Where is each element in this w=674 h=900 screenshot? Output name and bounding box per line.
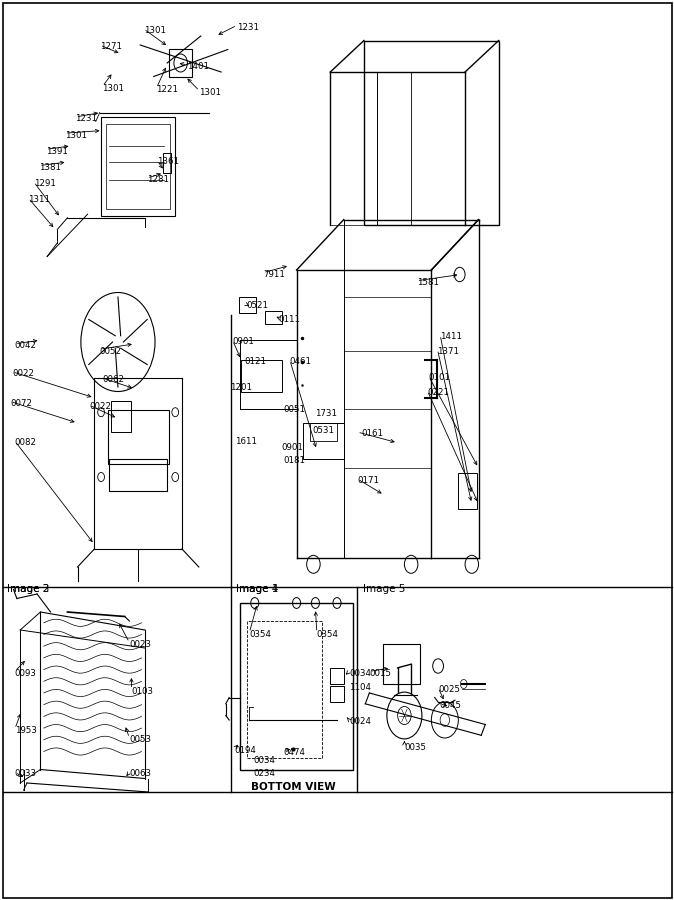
Text: 1231: 1231: [237, 22, 259, 32]
Text: 1311: 1311: [28, 195, 51, 204]
Text: 0072: 0072: [10, 399, 32, 408]
Text: 0042: 0042: [15, 341, 37, 350]
Text: 0181: 0181: [283, 456, 305, 465]
Bar: [247, 621, 322, 758]
Text: 1381: 1381: [39, 163, 61, 172]
Bar: [330, 668, 344, 684]
Text: Image 2: Image 2: [7, 584, 49, 595]
Bar: [383, 644, 420, 684]
Text: 1611: 1611: [235, 436, 257, 446]
Text: 0521: 0521: [246, 302, 268, 310]
Text: 0045: 0045: [439, 701, 462, 710]
Text: Image 5: Image 5: [363, 584, 405, 595]
Text: 1231: 1231: [75, 114, 98, 123]
Text: 0033: 0033: [15, 770, 37, 778]
Text: 0082: 0082: [15, 438, 37, 447]
Bar: [101, 117, 175, 216]
Text: 0035: 0035: [404, 742, 427, 752]
Text: 0901: 0901: [282, 443, 303, 452]
Text: 1301: 1301: [102, 84, 125, 93]
Text: 1221: 1221: [156, 86, 179, 94]
Bar: [108, 410, 168, 464]
Text: 0093: 0093: [15, 669, 36, 678]
Text: 0022: 0022: [89, 402, 111, 411]
Text: 1104: 1104: [349, 683, 371, 692]
Text: 0025: 0025: [438, 685, 460, 694]
Text: 0121: 0121: [245, 357, 267, 366]
Text: 0461: 0461: [290, 357, 312, 366]
Text: 0531: 0531: [312, 426, 334, 435]
Text: 0063: 0063: [129, 770, 152, 778]
Text: 0221: 0221: [427, 388, 450, 397]
Text: 1371: 1371: [437, 346, 460, 356]
Text: 0354: 0354: [317, 630, 339, 639]
Text: Image 1: Image 1: [236, 584, 278, 595]
Text: 1291: 1291: [34, 179, 55, 188]
Text: 0901: 0901: [233, 338, 254, 346]
Text: Image 4: Image 4: [236, 584, 278, 595]
Text: 0034: 0034: [253, 756, 276, 765]
Text: 1731: 1731: [315, 410, 337, 418]
Text: 1201: 1201: [231, 382, 253, 392]
Bar: [109, 459, 167, 490]
Bar: [310, 423, 337, 441]
Text: Image 3: Image 3: [7, 584, 49, 595]
Text: 0015: 0015: [369, 669, 392, 678]
Bar: [303, 423, 344, 459]
Text: 1301: 1301: [200, 88, 222, 97]
Text: 1401: 1401: [187, 62, 210, 71]
Bar: [364, 40, 499, 225]
Bar: [241, 360, 282, 392]
Text: 0101: 0101: [429, 374, 451, 382]
Bar: [330, 686, 344, 702]
Text: 0354: 0354: [249, 630, 272, 639]
Text: 1411: 1411: [440, 332, 462, 341]
Bar: [239, 297, 256, 313]
Bar: [163, 153, 171, 173]
Text: 0474: 0474: [283, 748, 305, 757]
Text: 1281: 1281: [147, 176, 169, 184]
Text: 0103: 0103: [131, 687, 154, 696]
Text: 0051: 0051: [283, 405, 305, 414]
Bar: [111, 400, 131, 432]
Text: 0052: 0052: [100, 346, 122, 356]
Text: 0234: 0234: [253, 770, 276, 778]
Text: 1271: 1271: [100, 42, 122, 51]
Text: 1301: 1301: [144, 26, 166, 35]
Bar: [240, 603, 353, 770]
Text: 0022: 0022: [12, 369, 34, 378]
Text: 1581: 1581: [417, 278, 439, 287]
Text: 1361: 1361: [157, 158, 179, 166]
Text: 0034: 0034: [349, 669, 371, 678]
Text: BOTTOM VIEW: BOTTOM VIEW: [251, 781, 336, 792]
Text: 0024: 0024: [349, 717, 371, 726]
Text: 0111: 0111: [278, 315, 301, 324]
Text: 0023: 0023: [129, 640, 152, 649]
Text: 1953: 1953: [15, 726, 36, 735]
Text: 0053: 0053: [129, 735, 152, 744]
Text: 1391: 1391: [46, 147, 67, 156]
Text: 0062: 0062: [102, 375, 125, 384]
Bar: [265, 310, 282, 324]
Text: 0171: 0171: [357, 476, 379, 485]
Bar: [168, 50, 192, 76]
Text: 7911: 7911: [263, 270, 284, 279]
Bar: [106, 124, 170, 209]
Text: 0194: 0194: [235, 746, 256, 755]
Text: 1301: 1301: [65, 130, 87, 140]
Bar: [458, 472, 477, 508]
Text: 0161: 0161: [361, 429, 384, 438]
